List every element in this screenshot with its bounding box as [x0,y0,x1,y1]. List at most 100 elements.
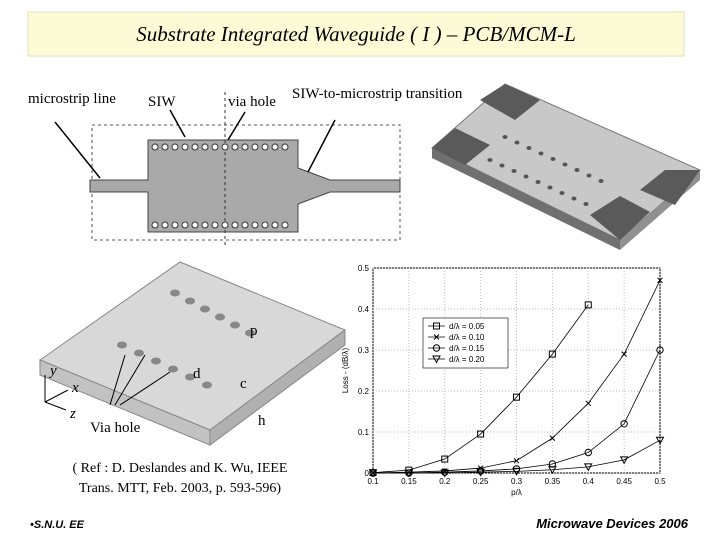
via [191,143,199,151]
via [161,221,169,229]
via [281,143,289,151]
marker [441,455,449,463]
label: p [250,323,258,339]
via [502,135,508,139]
legend-label: d/λ = 0.20 [449,355,485,364]
x-tick-label: 0.3 [511,477,523,486]
x-tick-label: 0.5 [654,477,666,486]
y-tick-label: 0 [365,469,370,478]
substrate-3d: p d c h Via hole y x z [38,261,347,446]
marker [549,435,556,442]
via [181,143,189,151]
marker [477,430,485,438]
marker [476,467,485,475]
label: SIW [148,94,176,110]
via [191,221,199,229]
reference: Trans. MTT, Feb. 2003, p. 593-596) [79,481,282,496]
x-tick-label: 0.35 [545,477,561,486]
via [151,221,159,229]
via [241,221,249,229]
via [231,143,239,151]
via [574,168,580,172]
via [231,221,239,229]
via [221,143,229,151]
via [168,365,178,373]
legend-label: d/λ = 0.05 [449,322,485,331]
via [211,143,219,151]
via [185,297,195,305]
siw-schematic: microstrip line SIW via hole SIW-to-micr… [28,86,463,245]
marker [440,469,450,478]
via [583,202,589,206]
chart: 0.1 0.15 0.2 0.25 0.3 0.35 0.4 0.45 0.500.10.20.… [341,264,666,497]
via [526,146,532,150]
via [586,173,592,178]
via [538,151,544,156]
marker [620,420,628,428]
via [221,221,229,229]
label: c [240,376,247,392]
y-tick-label: 0.2 [358,387,370,396]
legend-label: d/λ = 0.15 [449,344,485,353]
via [251,221,259,229]
marker [621,351,627,357]
via [499,163,505,168]
x-tick-label: 0.4 [583,477,595,486]
marker [548,466,557,475]
via [215,313,225,321]
marker [584,301,592,309]
via [171,143,179,151]
via [201,143,209,151]
legend-label: d/λ = 0.10 [449,333,485,342]
via [261,143,269,151]
label: Via hole [90,420,141,436]
via [251,143,259,151]
x-tick-label: 0.2 [439,477,451,486]
y-tick-label: 0.1 [358,428,370,437]
series-line [373,439,661,474]
via [151,357,161,365]
marker [432,344,441,352]
x-axis-label: p/λ [511,488,522,497]
via [511,169,517,173]
y-tick-label: 0.4 [358,305,370,314]
via [271,221,279,229]
marker [655,436,665,445]
marker [433,322,440,330]
marker [368,469,378,478]
via [211,221,219,229]
marker [432,355,441,364]
label: via hole [228,94,276,110]
marker [513,457,520,464]
via [185,373,195,381]
marker [441,468,449,476]
via [271,143,279,151]
via [181,221,189,229]
marker [657,277,663,284]
label: x [71,380,79,396]
x-tick-label: 0.25 [473,477,489,486]
title-box [27,11,685,57]
via [281,221,289,229]
label: d [193,366,201,382]
label: h [258,413,266,429]
via [245,329,255,337]
label: y [48,363,57,379]
marker [433,334,440,340]
marker [513,393,520,401]
marker [585,400,592,407]
via [117,341,127,349]
y-tick-label: 0.3 [358,346,370,355]
via [514,140,520,145]
via [151,143,159,151]
marker [656,346,664,354]
via [171,221,179,229]
y-axis-label: Loss - (dB/λ) [341,347,350,393]
via [571,196,577,201]
via [550,157,556,161]
x-tick-label: 0.1 [367,477,379,486]
via [161,143,169,151]
footer-right: Microwave Devices 2006 [536,516,689,531]
marker [584,448,592,457]
via [201,221,209,229]
